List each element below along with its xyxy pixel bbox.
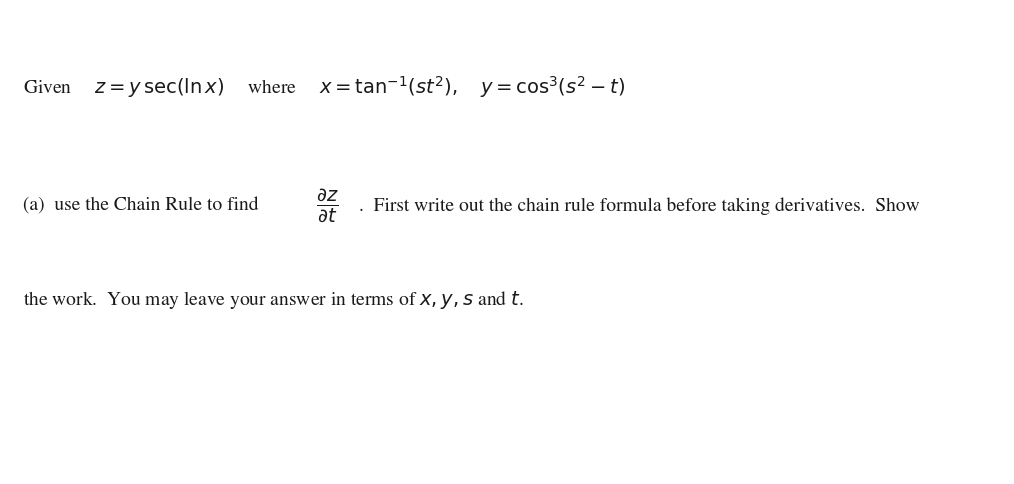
Text: .  First write out the chain rule formula before taking derivatives.  Show: . First write out the chain rule formula… [359,197,920,214]
Text: (a)  use the Chain Rule to find: (a) use the Chain Rule to find [23,197,259,214]
Text: Given $\quad z = y\,\mathrm{sec}(\ln x) \quad$ where $\quad x = \tan^{-1}\!\left: Given $\quad z = y\,\mathrm{sec}(\ln x) … [23,74,626,100]
Text: the work.  You may leave your answer in terms of $x, y, s$ and $t$.: the work. You may leave your answer in t… [23,289,524,311]
Text: $\dfrac{\partial z}{\partial t}$: $\dfrac{\partial z}{\partial t}$ [316,187,339,225]
